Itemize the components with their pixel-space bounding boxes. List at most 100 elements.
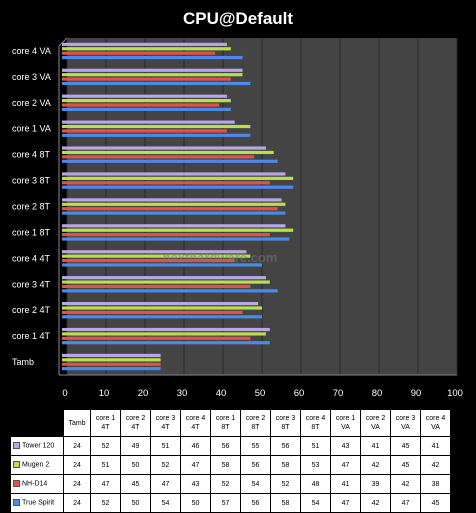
bar <box>62 185 294 189</box>
table-row: True Spirit 24 52 50 54 50 57 56 58 54 47 42 47 45 <box>10 493 451 513</box>
table-value-cell: 42 <box>360 493 391 513</box>
x-tick-label: 100 <box>447 388 463 399</box>
bar <box>62 367 161 371</box>
bar <box>62 358 161 362</box>
category-label: core 1 8T <box>12 227 51 237</box>
table-value-cell: 51 <box>90 455 121 475</box>
table-value-cell: 41 <box>360 436 391 456</box>
category-label: core 2 4T <box>12 305 51 315</box>
bar <box>62 263 262 267</box>
table-value-cell: 42 <box>360 455 391 475</box>
bar <box>62 55 243 60</box>
bar <box>62 103 220 107</box>
bar <box>62 146 266 150</box>
table-value-cell: 47 <box>180 455 211 475</box>
table-value-cell: 42 <box>420 455 451 475</box>
series-legend-cell: NH-D14 <box>10 474 64 494</box>
bar <box>62 77 231 81</box>
x-tick-label: 20 <box>138 388 149 399</box>
table-value-cell: 41 <box>330 474 361 494</box>
table-value-cell: 46 <box>180 436 211 456</box>
series-name: Mugen 2 <box>22 461 50 469</box>
bar <box>62 68 243 72</box>
table-header-cell: core 4 VA <box>420 409 451 437</box>
table-value-cell: 47 <box>390 493 421 513</box>
table-value-cell: 43 <box>180 474 211 494</box>
table-value-cell: 50 <box>120 493 151 513</box>
table-header-cell: core 1 4T <box>90 409 121 437</box>
category-label: Tamb <box>12 357 34 367</box>
bar <box>62 81 251 86</box>
table-corner <box>10 409 64 437</box>
legend-swatch <box>13 461 20 469</box>
series-legend-cell: Mugen 2 <box>10 455 64 475</box>
table-value-cell: 47 <box>90 474 121 494</box>
table-value-cell: 24 <box>63 474 91 494</box>
x-tick-label: 10 <box>99 388 110 399</box>
table-value-cell: 56 <box>240 455 271 475</box>
table-value-cell: 54 <box>300 493 331 513</box>
table-value-cell: 42 <box>390 474 421 494</box>
bar <box>62 202 286 206</box>
bar <box>62 315 262 319</box>
bar <box>62 280 270 284</box>
table-value-cell: 41 <box>420 436 451 456</box>
table-header-cell: Tamb <box>63 409 91 437</box>
table-value-cell: 47 <box>330 493 361 513</box>
bar <box>62 207 278 211</box>
bar <box>62 289 278 293</box>
x-tick-label: 60 <box>294 388 305 399</box>
table-value-cell: 54 <box>240 474 271 494</box>
category-label: core 1 4T <box>12 331 51 341</box>
table-header-cell: core 2 8T <box>240 409 271 437</box>
table-header-cell: core 3 4T <box>150 409 181 437</box>
table-header-cell: core 1 VA <box>330 409 361 437</box>
table-header-cell: core 3 8T <box>270 409 301 437</box>
chart-title: CPU@Default <box>183 9 293 28</box>
bar <box>62 362 161 366</box>
table-value-cell: 56 <box>210 436 241 456</box>
category-label: core 2 8T <box>12 202 51 212</box>
table-value-cell: 52 <box>150 455 181 475</box>
bar <box>62 73 243 77</box>
bar <box>62 237 290 241</box>
bar <box>62 133 251 137</box>
watermark: nexthardware.com <box>163 250 278 265</box>
table-value-cell: 24 <box>63 493 91 513</box>
x-tick-label: 40 <box>216 388 227 399</box>
table-value-cell: 50 <box>120 455 151 475</box>
bar <box>62 124 251 129</box>
table-value-cell: 39 <box>360 474 391 494</box>
table-header-cell: core 2 4T <box>120 409 151 437</box>
bar <box>62 150 274 155</box>
table-value-cell: 52 <box>270 474 301 494</box>
bar <box>62 276 266 280</box>
legend-swatch <box>13 480 20 488</box>
x-tick-label: 30 <box>177 388 188 399</box>
bar <box>62 120 235 124</box>
x-tick-label: 0 <box>62 388 67 399</box>
table-value-cell: 51 <box>150 436 181 456</box>
x-tick-label: 50 <box>255 388 266 399</box>
bar <box>62 42 227 46</box>
bar <box>62 176 294 180</box>
bar <box>62 250 247 254</box>
bar <box>62 172 286 176</box>
category-label: core 3 VA <box>12 72 51 82</box>
category-label: core 4 8T <box>12 150 51 160</box>
category-label: core 1 VA <box>12 124 51 134</box>
table-value-cell: 45 <box>390 436 421 456</box>
table-value-cell: 53 <box>300 455 331 475</box>
series-name: True Spirit <box>22 499 55 507</box>
table-value-cell: 55 <box>240 436 271 456</box>
table-value-cell: 58 <box>270 493 301 513</box>
table-header-cell: core 4 4T <box>180 409 211 437</box>
bar <box>62 336 251 340</box>
bar <box>62 258 235 263</box>
table-value-cell: 58 <box>210 455 241 475</box>
bar <box>62 306 262 310</box>
bar <box>62 155 255 159</box>
table-value-cell: 52 <box>90 493 121 513</box>
chart-svg: CPU@Default Tamb core 1 4T core 2 4T core 3… <box>12 9 463 399</box>
